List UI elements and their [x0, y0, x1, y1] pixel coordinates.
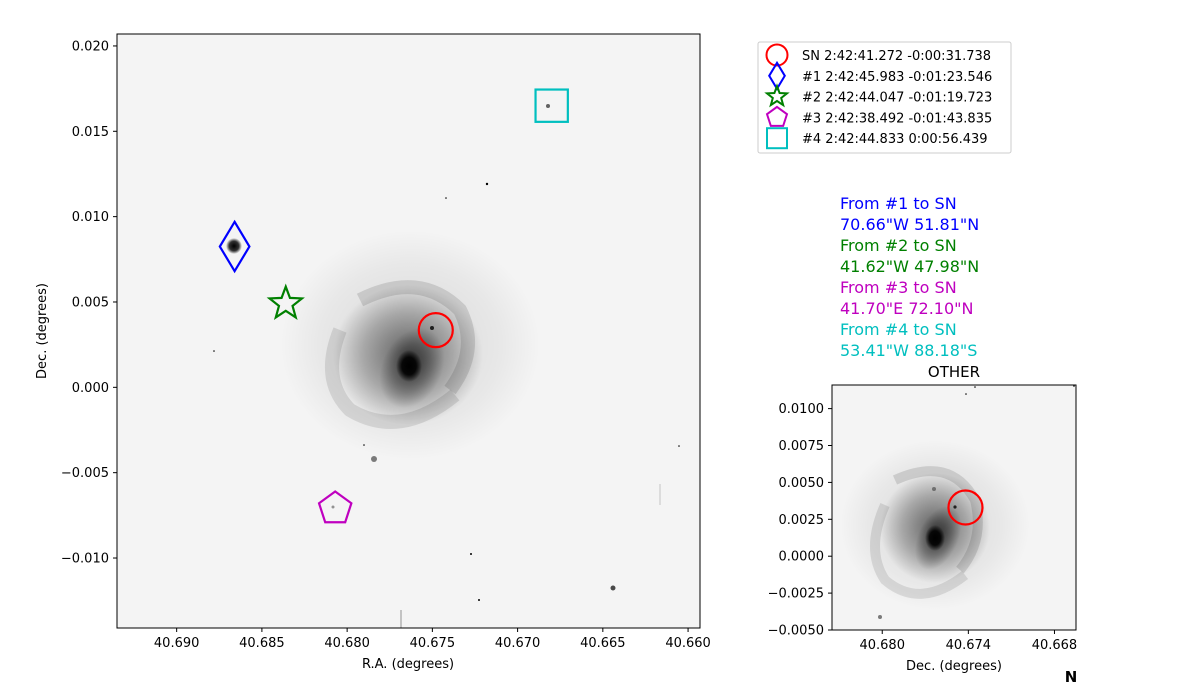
offset-value: 70.66"W 51.81"N	[840, 215, 979, 234]
offset-value: 41.62"W 47.98"N	[840, 257, 979, 276]
offset-label: From #2 to SN	[840, 236, 957, 255]
legend-entry: SN 2:42:41.272 -0:00:31.738	[765, 43, 991, 67]
y-tick-label: 0.010	[72, 210, 109, 225]
y-tick-label: −0.010	[61, 552, 109, 567]
x-tick-label: 40.675	[410, 636, 456, 651]
inset-y-ticks: 0.0100 0.0075 0.0050 0.0025 0.0000 −0.0025 −0.…	[768, 402, 832, 639]
legend-pentagon-icon	[765, 105, 789, 127]
main-y-ticks: 0.020 0.015 0.010 0.005 0.000 −0.005 −0.010	[61, 39, 117, 567]
offset-value: 41.70"E 72.10"N	[840, 299, 974, 318]
sn-marker	[417, 312, 454, 349]
inset-panel: 40.680 40.674 40.668 0.01000.00750.00500.0…	[768, 363, 1078, 674]
legend-entry-label: #3 2:42:38.492 -0:01:43.835	[802, 111, 992, 126]
y-tick-label: −0.005	[61, 466, 109, 481]
x-tick-label: 40.660	[665, 636, 711, 651]
legend-entry: #4 2:42:44.833 0:00:56.439	[766, 127, 988, 150]
legend-entry: #2 2:42:44.047 -0:01:19.723	[764, 83, 992, 108]
offset-annotation: From #2 to SN 41.62"W 47.98"N	[840, 236, 979, 276]
y-tick-label: −0.0025	[768, 587, 824, 602]
legend-star-icon	[764, 83, 790, 108]
x-tick-label: 40.665	[580, 636, 626, 651]
main-panel: 40.690 40.685 40.680 40.675 40.670 40.665 40.6…	[35, 33, 711, 672]
offset-label: From #3 to SN	[840, 278, 957, 297]
y-tick-label: 0.0100	[779, 402, 825, 417]
x-tick-label: 40.668	[1032, 638, 1078, 653]
legend: SN 2:42:41.272 -0:00:31.738 #1 2:42:45.98…	[757, 41, 1012, 154]
inset-markers	[947, 489, 984, 526]
legend-entry-label: #2 2:42:44.047 -0:01:19.723	[802, 91, 992, 106]
y-tick-label: 0.0025	[779, 513, 825, 528]
legend-circle-icon	[765, 43, 789, 67]
x-tick-label: 40.674	[946, 638, 992, 653]
x-tick-label: 40.690	[154, 636, 200, 651]
legend-entry-label: SN 2:42:41.272 -0:00:31.738	[802, 49, 991, 64]
main-y-axis-label: Dec. (degrees)	[35, 283, 50, 379]
y-tick-label: 0.020	[72, 39, 109, 54]
ref-4-marker	[534, 88, 569, 123]
offset-annotation: From #3 to SN 41.70"E 72.10"N	[840, 278, 974, 318]
offset-label: From #4 to SN	[840, 320, 957, 339]
main-markers	[218, 88, 569, 524]
inset-x-axis-label: Dec. (degrees)	[906, 659, 1002, 674]
x-tick-label: 40.680	[859, 638, 905, 653]
legend-square-icon	[766, 127, 788, 150]
x-tick-label: 40.680	[324, 636, 370, 651]
legend-entry-label: #1 2:42:45.983 -0:01:23.546	[802, 70, 992, 85]
main-axes-frame	[116, 33, 701, 629]
offset-annotations: From #1 to SN 70.66"W 51.81"N From #2 to S…	[840, 194, 979, 360]
sn-marker	[947, 489, 984, 526]
legend-entry: #3 2:42:38.492 -0:01:43.835	[765, 105, 992, 127]
x-tick-label: 40.670	[495, 636, 541, 651]
compass-north-label: N	[1065, 668, 1078, 686]
inset-galaxy-image	[840, 385, 1075, 619]
inset-x-ticks: 40.680 40.674 40.668	[859, 630, 1077, 653]
y-tick-label: −0.0050	[768, 624, 824, 639]
inset-axes-frame	[831, 384, 1077, 631]
y-tick-label: 0.015	[72, 125, 109, 140]
ref-1-marker	[218, 219, 251, 274]
offset-label: From #1 to SN	[840, 194, 957, 213]
offset-annotation: From #1 to SN 70.66"W 51.81"N	[840, 194, 979, 234]
main-galaxy-image	[213, 104, 680, 628]
y-tick-label: 0.000	[72, 381, 109, 396]
ref-2-marker	[266, 283, 305, 320]
x-tick-label: 40.685	[239, 636, 285, 651]
legend-entry-label: #4 2:42:44.833 0:00:56.439	[802, 132, 988, 147]
offset-annotation: From #4 to SN 53.41"W 88.18"S	[840, 320, 977, 360]
inset-title: OTHER	[928, 363, 980, 381]
offset-value: 53.41"W 88.18"S	[840, 341, 977, 360]
y-tick-label: 0.0050	[779, 476, 825, 491]
y-tick-label: 0.005	[72, 295, 109, 310]
main-x-axis-label: R.A. (degrees)	[362, 657, 454, 672]
y-tick-label: 0.0075	[779, 439, 825, 454]
legend-box	[757, 41, 1012, 154]
y-tick-label: 0.0000	[779, 550, 825, 565]
ref-3-marker	[317, 490, 353, 524]
main-x-ticks: 40.690 40.685 40.680 40.675 40.670 40.665 40.6…	[154, 628, 711, 651]
legend-entries: SN 2:42:41.272 -0:00:31.738 #1 2:42:45.98…	[764, 43, 992, 150]
